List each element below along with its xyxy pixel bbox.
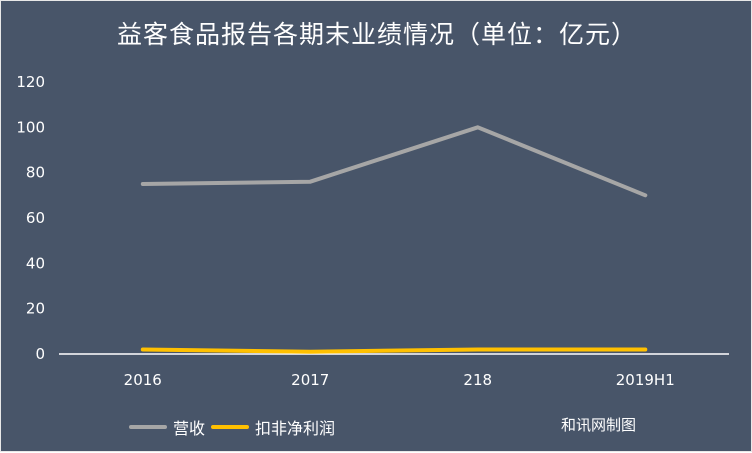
series-line-net-profit [140,347,648,354]
legend-swatch-revenue [129,425,167,429]
legend-label-revenue: 营收 [173,419,206,438]
legend-item-net-profit: 扣非净利润 [211,415,335,439]
x-tick-label: 2019H1 [616,371,675,389]
y-tick-label: 100 [16,118,45,136]
y-tick-label: 40 [26,254,45,272]
legend-swatch-net-profit [211,425,250,429]
y-tick-label: 0 [35,345,45,363]
legend-item-revenue: 营收 [129,415,205,439]
y-tick-label: 60 [26,209,45,227]
source-watermark: 和讯网制图 [561,416,637,434]
y-tick-label: 20 [26,300,45,318]
chart-legend: 营收 扣非净利润 [129,415,341,439]
chart-title: 益客食品报告各期末业绩情况（单位：亿元） [116,20,637,49]
y-tick-label: 80 [26,164,45,182]
x-tick-label: 218 [463,371,492,389]
legend-label-net-profit: 扣非净利润 [255,419,336,438]
x-tick-label: 2016 [124,371,162,389]
series-line-revenue [140,125,648,198]
x-tick-label: 2017 [291,371,329,389]
y-tick-label: 120 [16,73,45,91]
